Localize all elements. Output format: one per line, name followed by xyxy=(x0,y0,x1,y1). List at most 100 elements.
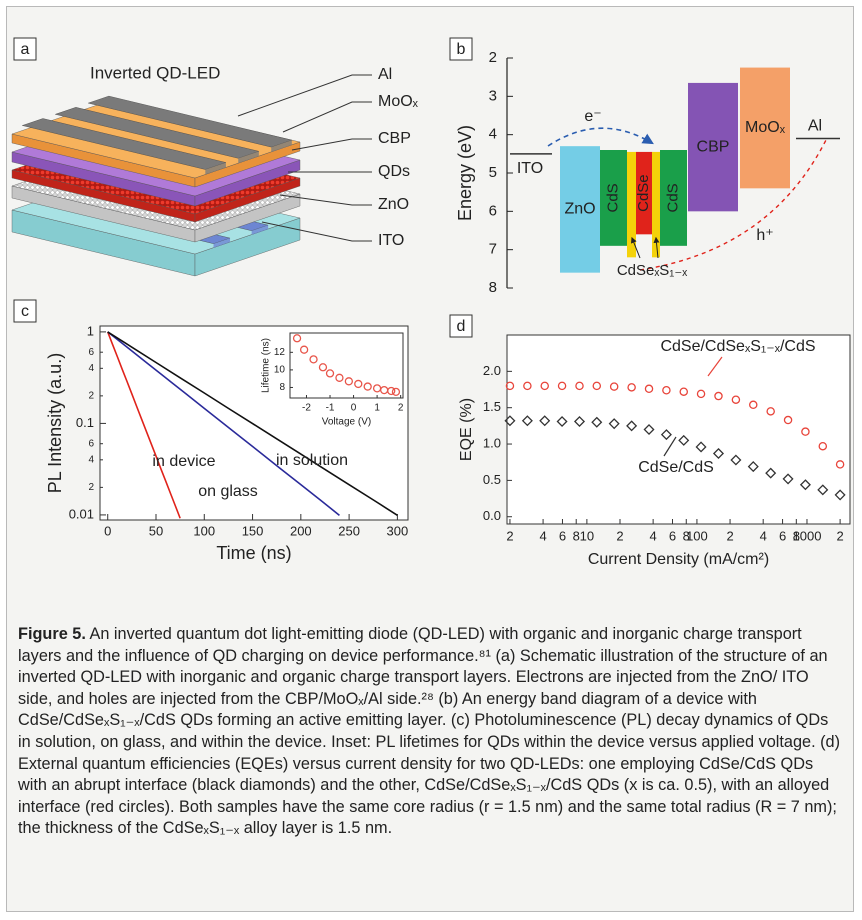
layer-label: CBP xyxy=(378,130,411,147)
hole-path xyxy=(639,139,827,271)
y-tick-label: 4 xyxy=(88,454,94,465)
circle-marker xyxy=(299,345,309,354)
x-tick-label: 0 xyxy=(351,403,357,414)
x-tick-label: -1 xyxy=(326,403,335,414)
data-line xyxy=(107,331,398,516)
leader-line xyxy=(282,101,372,133)
circle-marker xyxy=(292,334,302,343)
energy-band xyxy=(636,151,652,235)
x-tick-label: 4 xyxy=(760,528,767,543)
diamond-marker xyxy=(712,447,725,460)
series-pointer xyxy=(707,356,723,377)
x-tick-label: 300 xyxy=(387,523,409,538)
data-line xyxy=(106,331,181,519)
panel-label: b xyxy=(457,41,466,58)
al-strip-edge xyxy=(238,151,259,164)
y-axis-label: Energy (eV) xyxy=(455,125,475,221)
caption-label: Figure 5. xyxy=(18,625,86,643)
energy-band xyxy=(652,151,660,258)
ito-strip-edge xyxy=(213,238,231,248)
plot-frame xyxy=(506,334,851,525)
diamond-marker xyxy=(626,420,638,432)
x-tick-label: 100 xyxy=(686,528,708,543)
x-tick-label: -2 xyxy=(302,403,311,414)
diamond-marker xyxy=(834,489,846,501)
circle-marker xyxy=(505,381,515,391)
caption: Figure 5. An inverted quantum dot light-… xyxy=(18,624,844,840)
x-tick-label: 2 xyxy=(726,528,733,543)
x-tick-label: 1000 xyxy=(793,528,822,543)
circle-marker xyxy=(644,384,654,394)
alloy-pointer xyxy=(630,236,641,259)
band-label: CdS xyxy=(604,183,621,212)
diamond-marker xyxy=(573,415,586,428)
al-strip-edge xyxy=(271,140,292,153)
y-tick-label: 1.5 xyxy=(483,399,501,414)
layer-label: ITO xyxy=(378,232,404,249)
x-tick-label: 2 xyxy=(616,528,623,543)
annotation: h⁺ xyxy=(756,227,773,244)
circle-marker xyxy=(309,355,318,364)
panel-label-box xyxy=(13,37,37,61)
schematic-title: Inverted QD-LED xyxy=(90,63,220,82)
circle-marker xyxy=(679,387,688,396)
band-label: CdSe xyxy=(635,174,652,212)
y-tick-label: 4 xyxy=(88,363,94,374)
panel-label: d xyxy=(457,318,466,335)
x-tick-label: 100 xyxy=(193,523,215,538)
band-label: MoOₓ xyxy=(745,119,786,136)
circle-marker xyxy=(523,381,532,391)
y-tick-label: 0.0 xyxy=(483,508,501,523)
data-line xyxy=(107,331,340,516)
band-label: ZnO xyxy=(564,201,595,218)
panel-label-box xyxy=(13,299,37,323)
y-tick-label: 2 xyxy=(88,391,94,402)
x-tick-label: 2 xyxy=(398,403,404,414)
diamond-marker xyxy=(556,415,568,428)
diamond-marker xyxy=(521,415,533,427)
diamond-marker xyxy=(608,418,620,430)
x-tick-label: 2 xyxy=(836,528,843,543)
diamond-marker xyxy=(660,429,672,441)
circle-marker xyxy=(557,381,567,391)
diamond-marker xyxy=(504,415,516,427)
y-tick-label: 0.5 xyxy=(483,472,501,487)
panel-label: c xyxy=(21,303,29,320)
diamond-marker xyxy=(747,461,759,473)
diamond-marker xyxy=(539,415,551,427)
leader-line xyxy=(237,74,372,117)
series-label: in device xyxy=(152,453,215,470)
level-label: ITO xyxy=(517,160,543,177)
y-axis-label: PL Intensity (a.u.) xyxy=(45,353,65,493)
band-label: CdS xyxy=(664,183,681,212)
y-tick-label: 6 xyxy=(88,347,94,358)
circle-marker xyxy=(731,395,741,404)
diamond-marker xyxy=(591,416,603,428)
y-tick-label: 6 xyxy=(88,438,94,449)
x-tick-label: 50 xyxy=(149,523,163,538)
circle-marker xyxy=(387,386,396,396)
circle-marker xyxy=(835,460,845,469)
circle-marker xyxy=(592,381,602,391)
x-tick-label: 150 xyxy=(242,523,264,538)
x-axis-label: Voltage (V) xyxy=(322,417,371,428)
circle-marker xyxy=(344,377,354,386)
circle-marker xyxy=(318,363,328,372)
series-pointer xyxy=(663,436,677,457)
leader-line xyxy=(279,194,372,206)
diamond-marker xyxy=(730,454,742,466)
circle-marker xyxy=(696,389,706,399)
circle-marker xyxy=(391,387,401,397)
diamond-marker xyxy=(678,434,690,446)
x-tick-label: 250 xyxy=(338,523,360,538)
y-axis-label: Lifetime (ns) xyxy=(261,338,272,393)
x-tick-label: 200 xyxy=(290,523,312,538)
energy-band xyxy=(660,150,687,246)
y-tick-label: 0.1 xyxy=(76,415,94,430)
circle-marker xyxy=(335,373,344,382)
x-tick-label: 10 xyxy=(580,528,594,543)
energy-band xyxy=(688,82,738,212)
leader-line xyxy=(261,221,372,242)
circle-marker xyxy=(766,407,775,416)
